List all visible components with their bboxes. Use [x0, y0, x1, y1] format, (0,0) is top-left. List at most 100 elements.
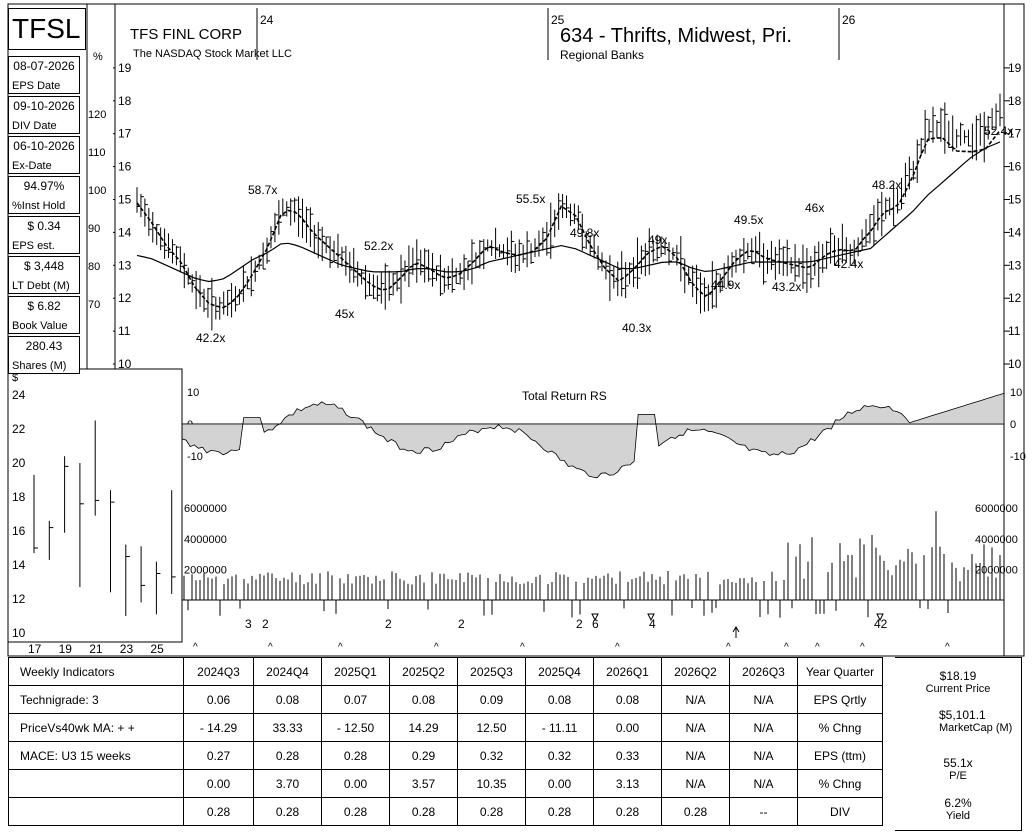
dividend-marker: 6: [592, 617, 599, 631]
table-cell: 0.28: [321, 741, 390, 770]
inset-tick-label: 22: [12, 422, 26, 436]
row-metric: EPS (ttm): [797, 741, 883, 770]
sidebar-label: Book Value: [12, 320, 68, 332]
y-tick-label: 11: [118, 324, 131, 338]
exchange-name: The NASDAQ Stock Market LLC: [133, 48, 292, 60]
sidebar-label: DIV Date: [12, 120, 57, 132]
table-cell: 10.35: [457, 769, 526, 798]
pct-tick-label: 80: [88, 261, 100, 273]
y-tick-label-right: 11: [1008, 324, 1021, 338]
caret-marker: ^: [615, 642, 620, 653]
table-row: 0.00 3.70 0.00 3.57 10.35 0.00 3.13 N/A N/A% Chn…: [8, 769, 883, 798]
table-cell: 0.32: [525, 741, 594, 770]
sidebar-value: $ 6.82: [27, 299, 61, 313]
inset-tick-label: 18: [12, 490, 26, 504]
dividend-marker: 2: [458, 617, 465, 631]
table-row: 0.28 0.28 0.28 0.28 0.28 0.28 0.28 0.28 -- DIV: [8, 797, 883, 826]
table-cell: 0.00: [321, 769, 390, 798]
sidebar-box: $ 3,448 LT Debt (M): [8, 256, 80, 294]
table-cell: 0.28: [525, 797, 594, 826]
caret-marker: ^: [726, 642, 731, 653]
industry-group: 634 - Thrifts, Midwest, Pri.: [560, 25, 792, 47]
rs-tick-label: -10: [187, 451, 203, 463]
volume-tick-label-right: 4000000: [975, 534, 1018, 546]
table-cell: 0.28: [183, 797, 254, 826]
pe-annotation: 58.7x: [248, 183, 277, 197]
table-cell: 0.09: [457, 685, 526, 714]
sidebar-value: 06-10-2026: [13, 139, 75, 153]
pct-tick-label: 110: [88, 147, 106, 159]
table-cell: 0.28: [661, 797, 730, 826]
sidebar-label: LT Debt (M): [12, 280, 70, 292]
inset-tick-label: 24: [12, 388, 26, 402]
table-row: Technigrade: 3 0.06 0.08 0.07 0.08 0.09 0.08 0.…: [8, 685, 883, 714]
table-row: Weekly Indicators 2024Q3 2024Q4 2025Q1 2025Q…: [8, 657, 883, 686]
sidebar-value: 09-10-2026: [13, 99, 75, 113]
inset-x-label: 25: [150, 642, 164, 656]
sidebar-value: $ 0.34: [27, 219, 61, 233]
table-row: MACE: U3 15 weeks 0.27 0.28 0.28 0.29 0.32 0.3…: [8, 741, 883, 770]
pct-tick-label: 100: [88, 185, 106, 197]
sidebar-label: Shares (M): [12, 360, 67, 372]
table-cell: N/A: [729, 713, 798, 742]
table-cell: N/A: [729, 741, 798, 770]
inset-tick-label: 20: [12, 456, 26, 470]
table-cell: 0.28: [321, 797, 390, 826]
table-cell: 0.32: [457, 741, 526, 770]
row-label: MACE: U3 15 weeks: [8, 741, 184, 770]
row-metric: Year Quarter: [797, 657, 883, 686]
sidebar-label: %Inst Hold: [12, 200, 66, 212]
table-cell: 2026Q2: [661, 657, 730, 686]
period-label: 25: [551, 13, 565, 27]
table-row: PriceVs40wk MA: + + - 14.29 33.33- 12.50 14…: [8, 713, 883, 742]
pct-tick-label: 70: [88, 299, 100, 311]
caret-marker: ^: [268, 642, 273, 653]
pe-annotation: 52.2x: [364, 239, 393, 253]
sidebar-box: 94.97% %Inst Hold: [8, 176, 80, 214]
table-cell: - 14.29: [183, 713, 254, 742]
table-cell: N/A: [729, 769, 798, 798]
pe-annotation: 44.9x: [711, 278, 740, 292]
down-arrow-icon: [591, 613, 599, 622]
inset-x-label: 21: [89, 642, 103, 656]
sidebar-value: 280.43: [25, 339, 63, 353]
pe-annotation: 45x: [335, 307, 354, 321]
fundamentals-table: Weekly Indicators 2024Q3 2024Q4 2025Q1 2025Q…: [8, 657, 883, 826]
dividend-marker: 3: [245, 617, 252, 631]
sidebar-box: 08-07-2026 EPS Date: [8, 56, 80, 94]
inset-currency: $: [12, 372, 18, 384]
table-cell: - 11.11: [525, 713, 594, 742]
y-tick-label: 13: [118, 258, 132, 272]
table-cell: 0.33: [593, 741, 662, 770]
table-cell: 12.50: [457, 713, 526, 742]
up-arrow-icon: [732, 626, 740, 638]
caret-marker: ^: [338, 642, 343, 653]
dividend-yield: 6.2%: [944, 796, 972, 810]
market-cap-cell: $5,101.1 MarketCap (M): [895, 708, 1021, 734]
caret-marker: ^: [860, 642, 865, 653]
sidebar-box: 09-10-2026 DIV Date: [8, 96, 80, 134]
sidebar-box: $ 0.34 EPS est.: [8, 216, 80, 254]
rs-area: [181, 392, 1005, 479]
row-label: [8, 797, 184, 826]
y-tick-label-right: 17: [1008, 127, 1022, 141]
volume-tick-label-right: 2000000: [975, 564, 1018, 576]
y-tick-label: 17: [118, 127, 132, 141]
inset-tick-label: 16: [12, 524, 26, 538]
caret-marker: ^: [784, 642, 789, 653]
table-cell: 0.00: [525, 769, 594, 798]
caret-marker: ^: [945, 642, 950, 653]
sidebar-value: 94.97%: [23, 179, 65, 193]
inset-tick-label: 10: [12, 626, 26, 640]
y-tick-label: 10: [118, 357, 132, 371]
table-cell: 0.08: [525, 685, 594, 714]
dividend-marker: 4: [649, 617, 656, 631]
sidebar-box: 280.43 Shares (M): [8, 336, 80, 374]
y-tick-label-right: 16: [1008, 160, 1022, 174]
down-arrow-icon: [647, 613, 655, 622]
current-price-label: Current Price: [925, 683, 991, 695]
dividend-marker: 2: [385, 617, 392, 631]
y-tick-label: 18: [118, 94, 132, 108]
table-cell: 0.28: [253, 797, 322, 826]
rs-tick-label-right: 10: [1010, 387, 1022, 399]
